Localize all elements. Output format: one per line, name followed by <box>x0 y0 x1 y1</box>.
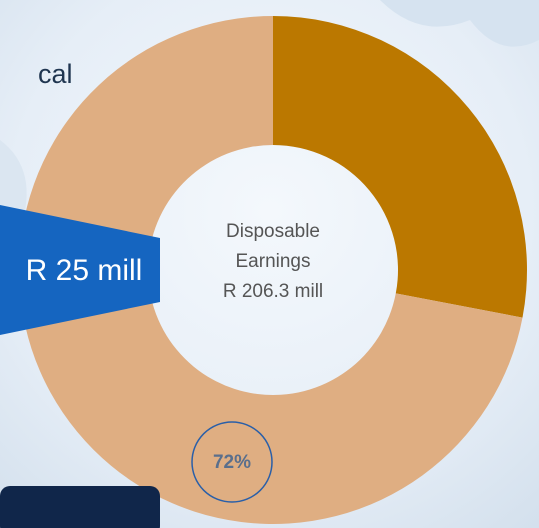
callout <box>0 205 160 335</box>
slice <box>273 16 528 318</box>
map-shape <box>380 0 539 47</box>
value-label-ring <box>191 421 273 503</box>
annotation: cal <box>38 59 73 89</box>
donut: 72% <box>19 16 528 524</box>
value-label: 72% <box>213 452 251 473</box>
center-label: Earnings <box>236 251 311 272</box>
slice <box>19 16 523 524</box>
callout-label: R 25 mill <box>26 254 143 287</box>
center-label: Disposable <box>226 221 320 242</box>
footer-box <box>0 486 160 528</box>
center-label: R 206.3 mill <box>223 281 323 302</box>
